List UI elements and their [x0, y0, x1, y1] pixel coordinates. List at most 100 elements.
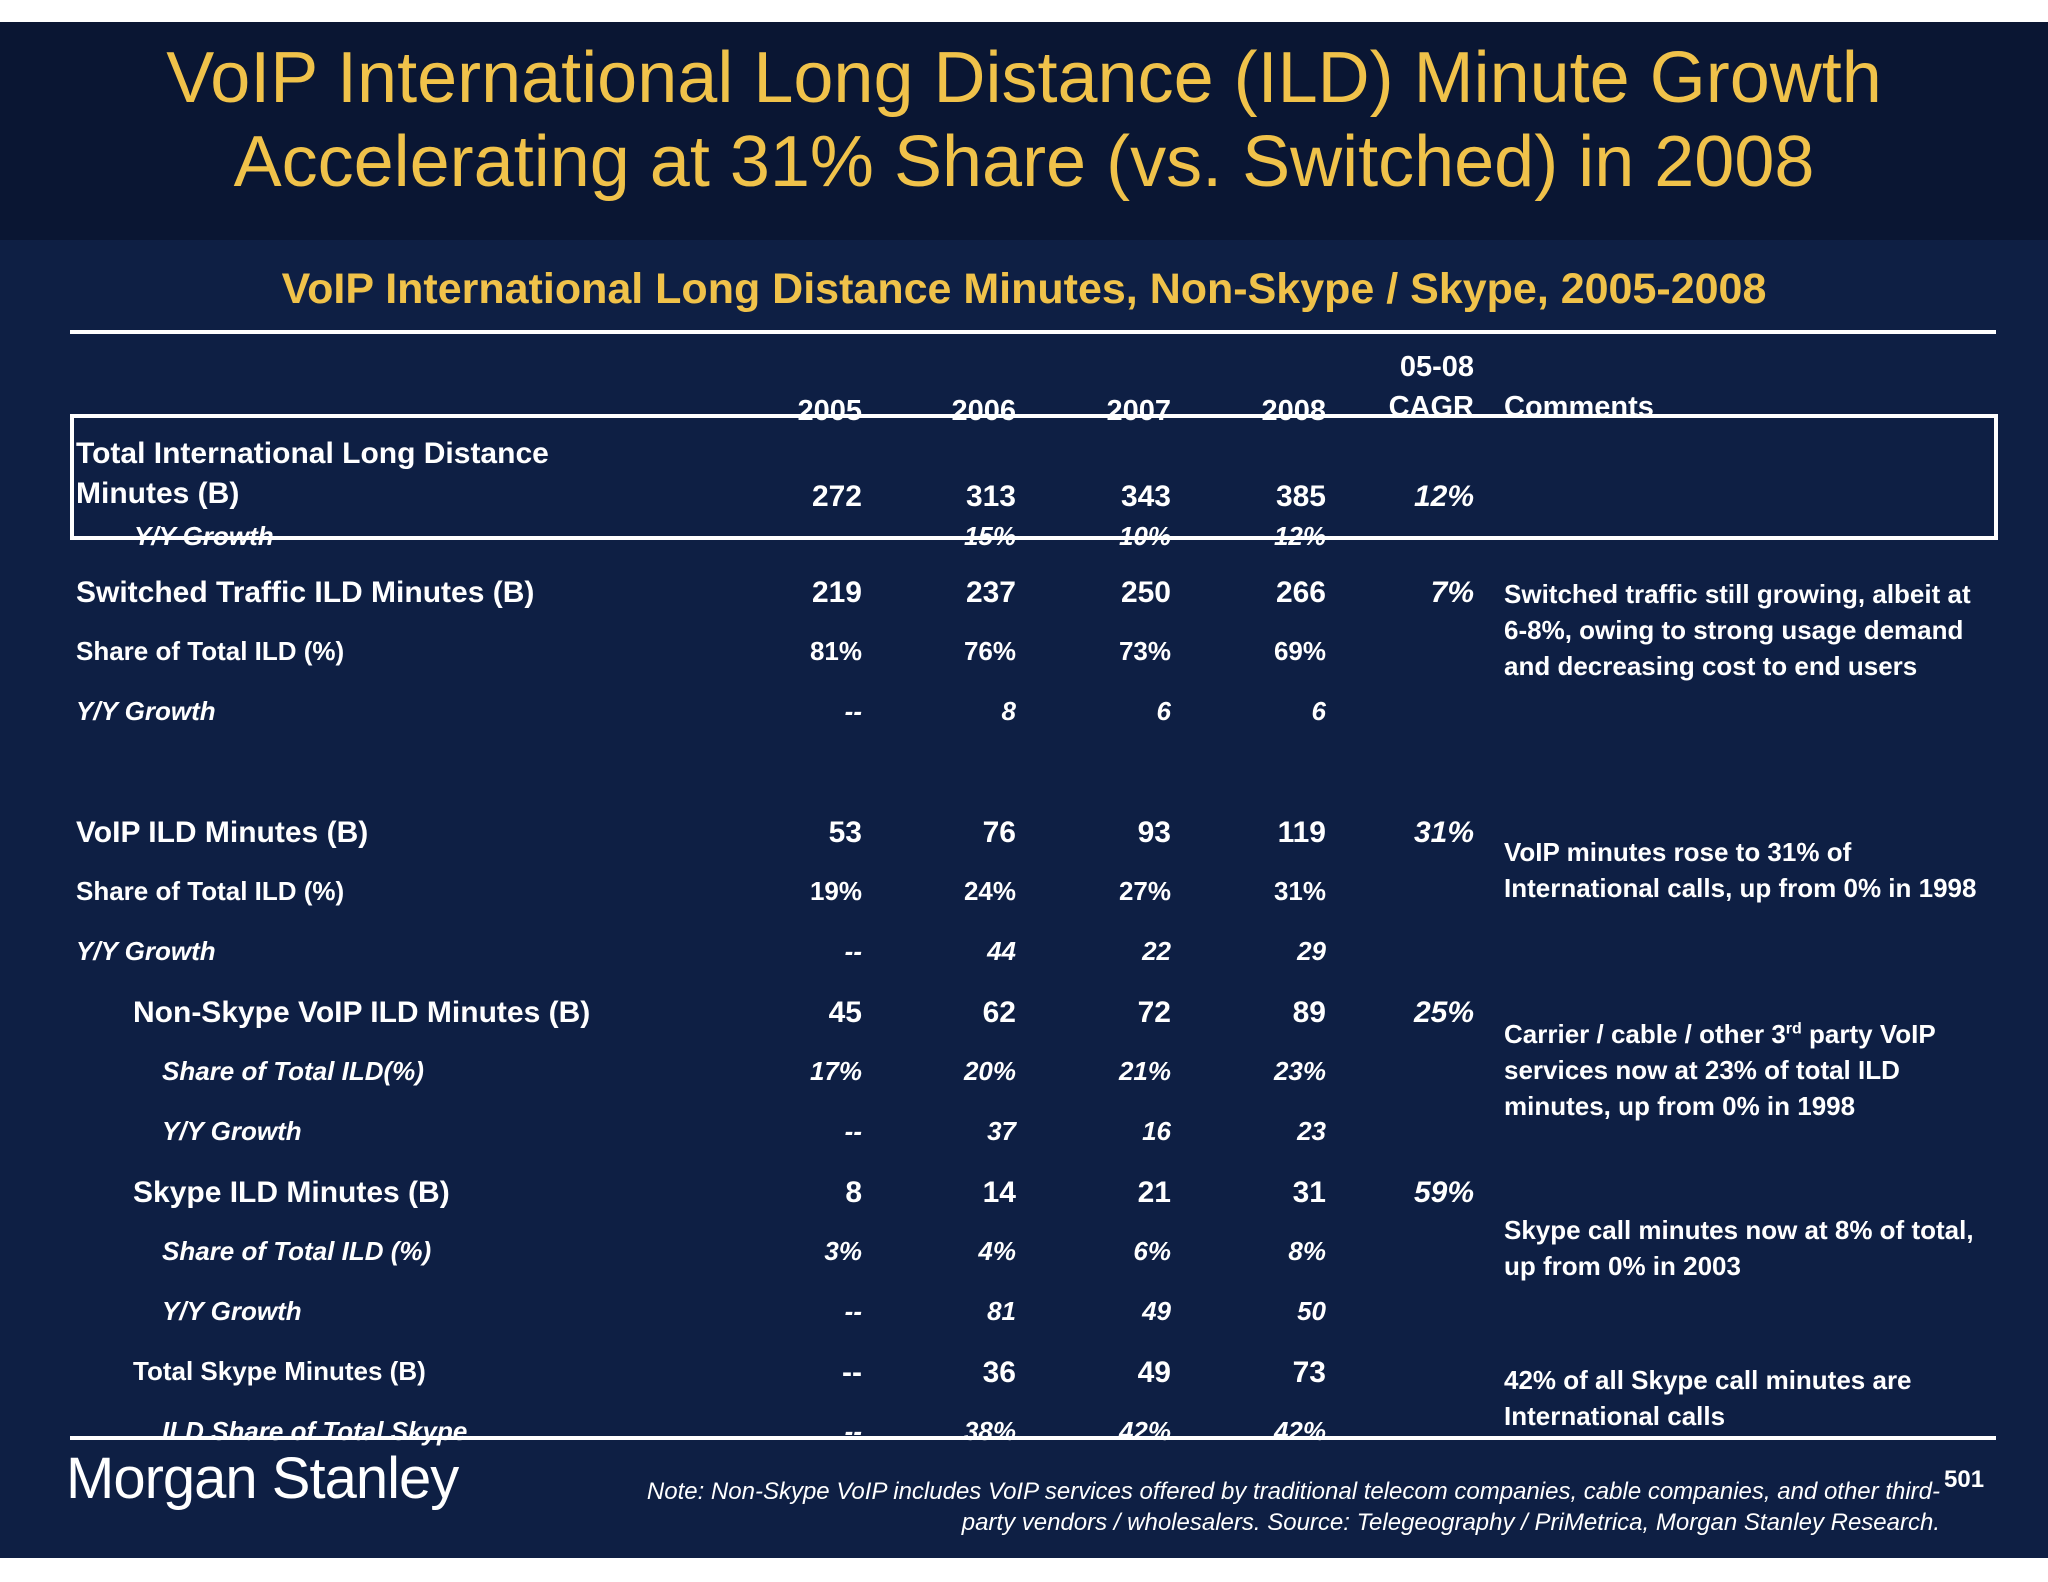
- cell-2008: 73: [1292, 1356, 1326, 1389]
- cell-2007: 250: [1120, 576, 1171, 609]
- cell-2005: --: [842, 1356, 862, 1389]
- cell-2006: 24%: [963, 876, 1016, 906]
- row-label: Y/Y Growth: [76, 696, 216, 726]
- cell-2005: 81%: [809, 636, 862, 666]
- column-header-2008: 2008: [1261, 395, 1326, 427]
- cell-2008: 69%: [1273, 636, 1326, 666]
- title-line-1: VoIP International Long Distance (ILD) M…: [166, 38, 1882, 118]
- cell-2005: 45: [828, 996, 862, 1029]
- cell-2007: 16: [1142, 1116, 1171, 1146]
- cell-2007: 27%: [1118, 876, 1171, 906]
- cell-2007: 93: [1137, 816, 1171, 849]
- column-header-2006: 2006: [951, 395, 1016, 427]
- cell-2008: 23%: [1273, 1056, 1326, 1086]
- title-band: [0, 22, 2048, 240]
- cell-2005: 19%: [809, 876, 862, 906]
- cell-2005: --: [844, 1296, 862, 1326]
- cell-2007: 6: [1156, 696, 1171, 726]
- column-header-comments: Comments: [1504, 391, 1654, 423]
- cell-cagr: 25%: [1413, 996, 1474, 1029]
- cell-2008: 119: [1277, 816, 1326, 849]
- comment-total-skype: 42% of all Skype call minutes are Intern…: [1504, 1365, 1912, 1431]
- cell-2007: 72: [1137, 996, 1171, 1029]
- cell-2007: 42%: [1118, 1416, 1171, 1446]
- row-label: Y/Y Growth: [76, 936, 216, 966]
- column-header-cagr-range: 05-08: [1399, 351, 1474, 383]
- cell-2006: 20%: [963, 1056, 1016, 1086]
- cell-2008: 12%: [1273, 521, 1326, 551]
- cell-2005: --: [844, 936, 862, 966]
- cell-cagr: 59%: [1413, 1176, 1474, 1209]
- cell-2006: 14: [982, 1176, 1016, 1209]
- cell-2006: 81: [987, 1296, 1016, 1326]
- cell-2005: 8: [845, 1176, 862, 1209]
- cell-2008: 23: [1297, 1116, 1326, 1146]
- cell-2008: 29: [1297, 936, 1326, 966]
- cell-cagr: 7%: [1430, 576, 1474, 609]
- cell-2006: 237: [965, 576, 1016, 609]
- column-header-2005: 2005: [797, 395, 862, 427]
- comment-nonskype-text-1: Carrier / cable / other 3: [1504, 1019, 1786, 1049]
- cell-2006: 313: [965, 480, 1016, 513]
- cell-2007: 73%: [1118, 636, 1171, 666]
- row-label: Non-Skype VoIP ILD Minutes (B): [133, 996, 591, 1029]
- cell-2008: 6: [1311, 696, 1326, 726]
- cell-2006: 44: [987, 936, 1016, 966]
- cell-2007: 6%: [1133, 1236, 1171, 1266]
- cell-2006: 8: [1001, 696, 1016, 726]
- comment-skype: Skype call minutes now at 8% of total, u…: [1504, 1215, 1974, 1281]
- row-label: Share of Total ILD(%): [162, 1056, 424, 1086]
- cell-2005: 219: [811, 576, 862, 609]
- row-label: Total Skype Minutes (B): [133, 1356, 426, 1386]
- cell-2005: 53: [828, 816, 862, 849]
- column-header-cagr: CAGR: [1388, 391, 1474, 423]
- morgan-stanley-logo: Morgan Stanley: [66, 1446, 459, 1511]
- total-ild-box: [70, 414, 1998, 540]
- row-label: Y/Y Growth: [134, 521, 274, 551]
- cell-2008: 31%: [1273, 876, 1326, 906]
- cell-2007: 10%: [1118, 521, 1171, 551]
- row-label-total-ild-line-1: Total International Long Distance: [76, 437, 549, 470]
- cell-2005: --: [844, 1416, 862, 1446]
- row-label: Share of Total ILD (%): [162, 1236, 432, 1266]
- column-header-2007: 2007: [1106, 395, 1171, 427]
- comment-nonskype-superscript: rd: [1785, 1020, 1802, 1038]
- cell-2007: 343: [1120, 480, 1171, 513]
- comment-voip: VoIP minutes rose to 31% of Internationa…: [1504, 837, 1977, 903]
- cell-2005: --: [844, 1116, 862, 1146]
- comment-switched: Switched traffic still growing, albeit a…: [1504, 579, 1971, 681]
- row-label: Share of Total ILD (%): [76, 876, 345, 906]
- cell-2008: 385: [1275, 480, 1326, 513]
- cell-2006: 4%: [978, 1236, 1016, 1266]
- row-label: Y/Y Growth: [162, 1116, 302, 1146]
- cell-2007: 22: [1142, 936, 1171, 966]
- slide-title: VoIP International Long Distance (ILD) M…: [0, 36, 2048, 204]
- row-label: Share of Total ILD (%): [76, 636, 345, 666]
- row-label: VoIP ILD Minutes (B): [76, 816, 369, 849]
- cell-2005: 3%: [824, 1236, 862, 1266]
- cell-2006: 62: [982, 996, 1016, 1029]
- cell-2007: 49: [1142, 1296, 1171, 1326]
- cell-2008: 42%: [1273, 1416, 1326, 1446]
- cell-2007: 21%: [1118, 1056, 1171, 1086]
- cell-2005: --: [844, 696, 862, 726]
- cell-2006: 36: [982, 1356, 1016, 1389]
- row-label-total-ild-line-2: Minutes (B): [76, 477, 240, 510]
- cell-2008: 89: [1292, 996, 1326, 1029]
- cell-2005: 272: [811, 480, 862, 513]
- cell-2005: 17%: [809, 1056, 862, 1086]
- cell-2006: 76%: [963, 636, 1016, 666]
- cell-2006: 76: [982, 816, 1016, 849]
- footnote: Note: Non-Skype VoIP includes VoIP servi…: [540, 1476, 1940, 1538]
- cell-cagr: 31%: [1413, 816, 1474, 849]
- row-label: Skype ILD Minutes (B): [133, 1176, 450, 1209]
- comment-nonskype-text-2: party VoIP services now at 23% of total …: [1504, 1019, 1936, 1121]
- cell-2007: 49: [1137, 1356, 1171, 1389]
- cell-2008: 8%: [1288, 1236, 1326, 1266]
- cell-2006: 38%: [963, 1416, 1016, 1446]
- table-bottom-rule: [70, 1436, 1996, 1440]
- cell-cagr: 12%: [1413, 480, 1474, 513]
- footnote-line-2: party vendors / wholesalers. Source: Tel…: [961, 1509, 1940, 1536]
- slide: VoIP International Long Distance (ILD) M…: [0, 22, 2048, 1558]
- cell-2006: 37: [987, 1116, 1016, 1146]
